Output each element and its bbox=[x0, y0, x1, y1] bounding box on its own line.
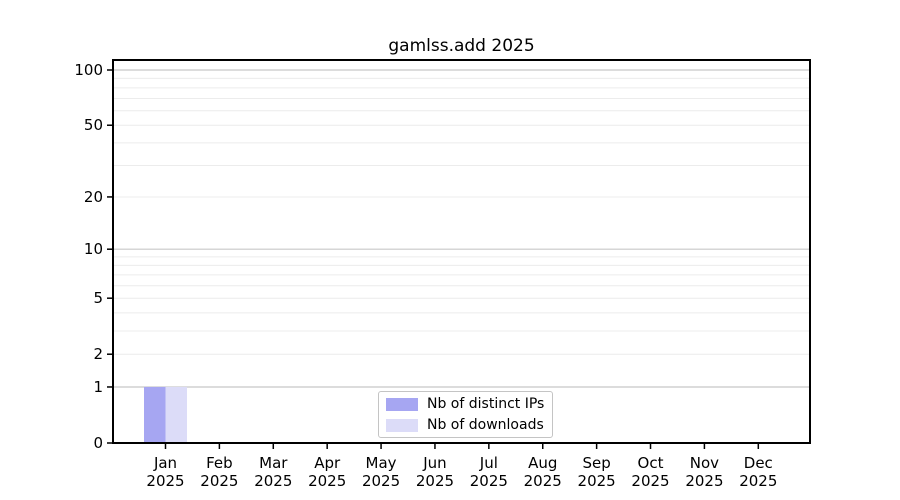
legend-item: Nb of distinct IPs bbox=[386, 396, 552, 412]
y-tick-label: 5 bbox=[93, 289, 103, 307]
x-tick-month-label: Mar bbox=[259, 454, 288, 472]
legend-swatch bbox=[386, 397, 418, 411]
x-tick-year-label: 2025 bbox=[631, 472, 669, 490]
legend-item: Nb of downloads bbox=[386, 417, 552, 433]
bar-distinct-ips bbox=[144, 386, 166, 443]
x-tick-month-label: Apr bbox=[314, 454, 341, 472]
x-tick-year-label: 2025 bbox=[254, 472, 292, 490]
x-tick-year-label: 2025 bbox=[739, 472, 777, 490]
legend-swatch bbox=[386, 418, 418, 432]
x-tick-month-label: Jul bbox=[479, 454, 498, 472]
bar-downloads bbox=[165, 386, 187, 443]
x-tick-year-label: 2025 bbox=[416, 472, 454, 490]
x-tick-month-label: Nov bbox=[690, 454, 719, 472]
x-tick-year-label: 2025 bbox=[308, 472, 346, 490]
x-tick-year-label: 2025 bbox=[578, 472, 616, 490]
x-tick-year-label: 2025 bbox=[146, 472, 184, 490]
x-tick-month-label: Feb bbox=[206, 454, 233, 472]
plot-border bbox=[112, 59, 811, 444]
x-tick-year-label: 2025 bbox=[685, 472, 723, 490]
x-tick-month-label: Aug bbox=[528, 454, 557, 472]
x-tick-month-label: Oct bbox=[638, 454, 664, 472]
y-tick-label: 100 bbox=[74, 61, 103, 79]
legend-label: Nb of downloads bbox=[427, 417, 544, 433]
y-tick-label: 1 bbox=[93, 378, 103, 396]
y-tick-label: 10 bbox=[84, 240, 103, 258]
chart-title: gamlss.add 2025 bbox=[388, 36, 535, 56]
x-tick-month-label: May bbox=[366, 454, 397, 472]
x-tick-month-label: Dec bbox=[744, 454, 773, 472]
legend-label: Nb of distinct IPs bbox=[427, 396, 545, 412]
y-tick-label: 20 bbox=[84, 188, 103, 206]
x-tick-month-label: Sep bbox=[582, 454, 610, 472]
y-tick-label: 50 bbox=[84, 116, 103, 134]
y-tick-label: 0 bbox=[93, 434, 103, 452]
x-tick-month-label: Jan bbox=[153, 454, 177, 472]
x-tick-year-label: 2025 bbox=[362, 472, 400, 490]
legend: Nb of distinct IPs Nb of downloads bbox=[378, 391, 553, 438]
y-tick-label: 2 bbox=[93, 345, 103, 363]
x-tick-year-label: 2025 bbox=[470, 472, 508, 490]
x-tick-month-label: Jun bbox=[422, 454, 446, 472]
x-tick-year-label: 2025 bbox=[200, 472, 238, 490]
x-tick-year-label: 2025 bbox=[524, 472, 562, 490]
